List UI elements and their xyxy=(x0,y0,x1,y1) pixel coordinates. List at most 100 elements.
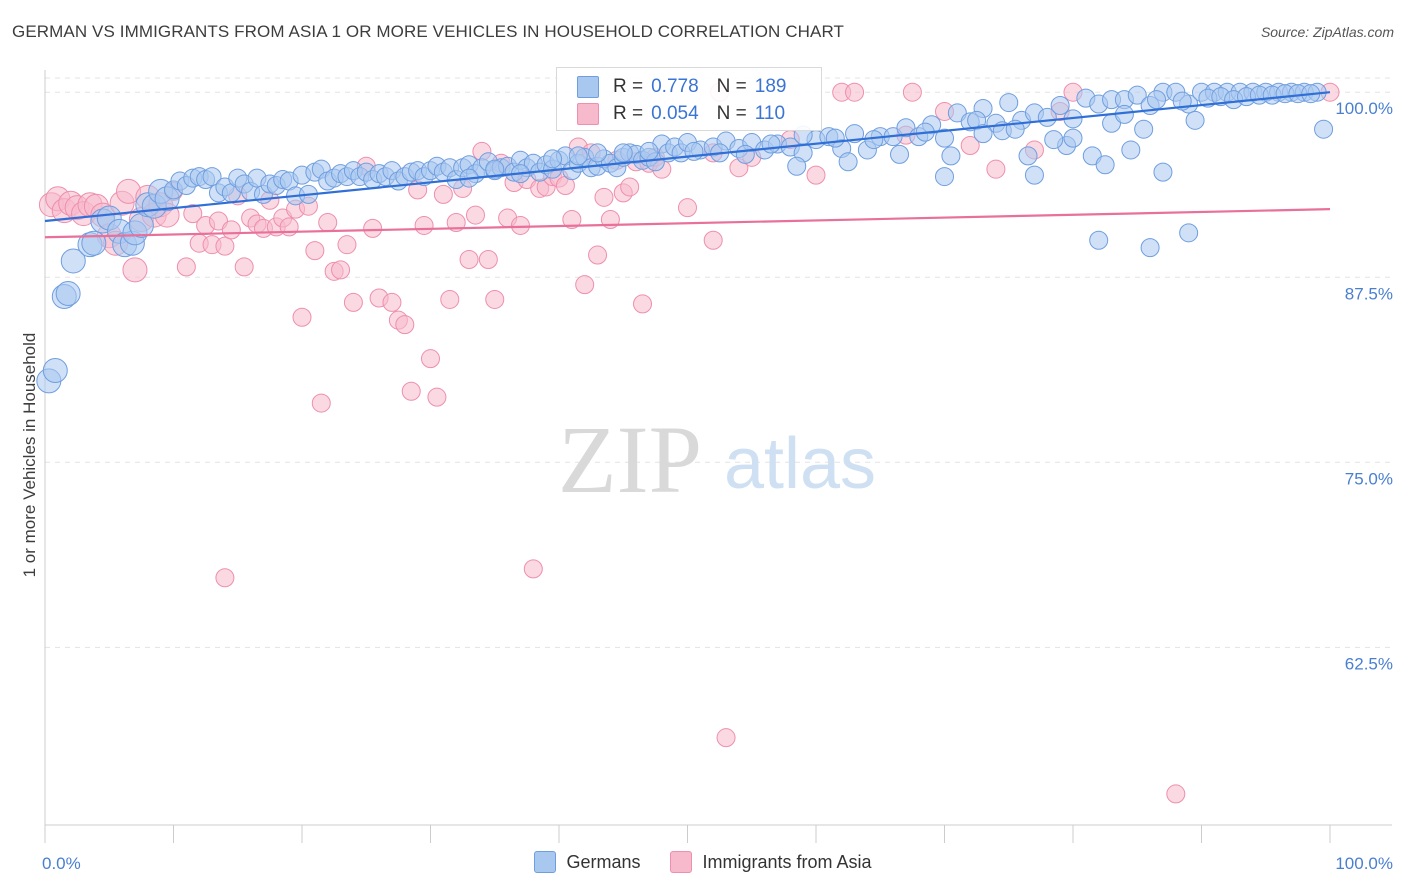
point-asia xyxy=(716,728,736,748)
watermark: ZIP atlas xyxy=(558,406,876,513)
point-germans xyxy=(1050,96,1070,116)
point-asia xyxy=(221,220,241,240)
point-asia xyxy=(465,205,485,225)
legend-n-label: N = xyxy=(716,76,747,97)
point-asia xyxy=(986,159,1006,179)
point-asia xyxy=(440,289,460,309)
point-asia xyxy=(363,218,383,238)
legend-swatch-germans xyxy=(534,851,557,873)
point-germans xyxy=(1127,85,1147,105)
point-germans xyxy=(845,124,865,144)
point-asia xyxy=(678,198,697,218)
point-germans xyxy=(1147,90,1167,110)
point-germans xyxy=(1314,119,1334,139)
point-asia xyxy=(478,249,498,269)
point-asia xyxy=(446,212,466,232)
point-germans xyxy=(1153,162,1173,182)
point-germans xyxy=(1140,238,1160,258)
point-asia xyxy=(337,235,357,255)
point-asia xyxy=(1166,784,1186,804)
legend-item-germans[interactable]: Germans xyxy=(534,851,640,873)
point-germans xyxy=(684,141,704,161)
trend-line-germans xyxy=(44,91,1331,223)
point-asia xyxy=(633,294,653,314)
point-germans xyxy=(941,146,961,166)
point-germans xyxy=(639,141,659,161)
legend-n-value: 110 xyxy=(754,103,786,124)
point-asia xyxy=(960,136,980,155)
y-tick-labels: 100.0% 87.5% 75.0% 62.5% xyxy=(1335,99,1393,673)
point-asia xyxy=(234,257,254,277)
point-germans xyxy=(935,128,954,148)
point-germans xyxy=(838,152,858,172)
point-germans xyxy=(202,167,222,187)
legend-n-value: 189 xyxy=(754,76,787,97)
point-germans xyxy=(999,93,1019,113)
point-germans xyxy=(568,146,588,166)
point-asia xyxy=(845,82,865,102)
point-asia xyxy=(331,260,351,280)
point-germans xyxy=(60,248,86,274)
point-asia xyxy=(305,241,325,261)
y-axis-title: 1 or more Vehicles in Household xyxy=(20,333,39,578)
point-germans xyxy=(735,144,755,164)
point-germans xyxy=(973,124,993,144)
point-asia xyxy=(183,204,203,224)
point-asia xyxy=(279,217,299,237)
point-asia xyxy=(427,387,447,407)
y-tick-label: 75.0% xyxy=(1345,469,1393,488)
point-asia xyxy=(414,215,434,235)
point-asia xyxy=(292,307,312,327)
trend-lines xyxy=(44,91,1331,239)
legend-swatch-asia xyxy=(670,851,693,873)
legend-row-germans: R = 0.778 N = 189 xyxy=(577,75,804,99)
point-asia xyxy=(215,568,235,588)
point-asia xyxy=(421,349,440,369)
point-germans xyxy=(1024,165,1044,185)
point-germans xyxy=(42,358,68,384)
grid-lines xyxy=(45,77,1392,648)
legend-r-value: 0.054 xyxy=(651,103,699,124)
y-tick-label: 62.5% xyxy=(1345,654,1393,673)
point-asia xyxy=(395,315,415,335)
watermark-zip: ZIP xyxy=(558,406,702,513)
stats-legend: R = 0.778 N = 189 R = 0.054 N = 110 xyxy=(556,67,822,131)
point-germans xyxy=(1044,130,1064,150)
point-asia xyxy=(562,210,582,230)
point-asia xyxy=(176,257,196,277)
legend-label-germans: Germans xyxy=(566,851,641,872)
point-germans xyxy=(55,281,81,307)
legend-row-asia: R = 0.054 N = 110 xyxy=(577,102,803,126)
point-germans xyxy=(485,159,505,179)
legend-n-label: N = xyxy=(716,103,747,124)
point-germans xyxy=(1134,119,1154,139)
source-label: Source: ZipAtlas.com xyxy=(1260,24,1394,40)
point-asia xyxy=(433,184,453,204)
legend-label-asia: Immigrants from Asia xyxy=(702,851,872,872)
x-tick-label-left: 0.0% xyxy=(42,854,81,873)
point-asia xyxy=(122,257,148,283)
point-asia xyxy=(594,187,614,207)
point-asia xyxy=(703,230,723,250)
point-germans xyxy=(1018,146,1038,166)
trend-line-asia xyxy=(44,208,1331,239)
legend-r-value: 0.778 xyxy=(651,76,699,97)
point-asia xyxy=(382,292,402,312)
point-germans xyxy=(1179,223,1199,243)
point-germans xyxy=(81,230,107,256)
chart-title: GERMAN VS IMMIGRANTS FROM ASIA 1 OR MORE… xyxy=(12,22,844,41)
point-asia xyxy=(215,236,235,256)
series-immigrants-from-asia xyxy=(38,82,1340,804)
legend-item-asia[interactable]: Immigrants from Asia xyxy=(670,851,872,873)
point-germans xyxy=(1121,140,1141,160)
point-germans xyxy=(1089,230,1109,250)
watermark-atlas: atlas xyxy=(724,424,876,504)
point-asia xyxy=(459,249,479,269)
point-germans xyxy=(1063,128,1083,148)
series-legend: Germans Immigrants from Asia xyxy=(0,851,1406,873)
y-tick-label: 87.5% xyxy=(1345,284,1393,303)
point-asia xyxy=(588,245,608,265)
point-asia xyxy=(318,212,338,232)
point-germans xyxy=(761,134,781,154)
